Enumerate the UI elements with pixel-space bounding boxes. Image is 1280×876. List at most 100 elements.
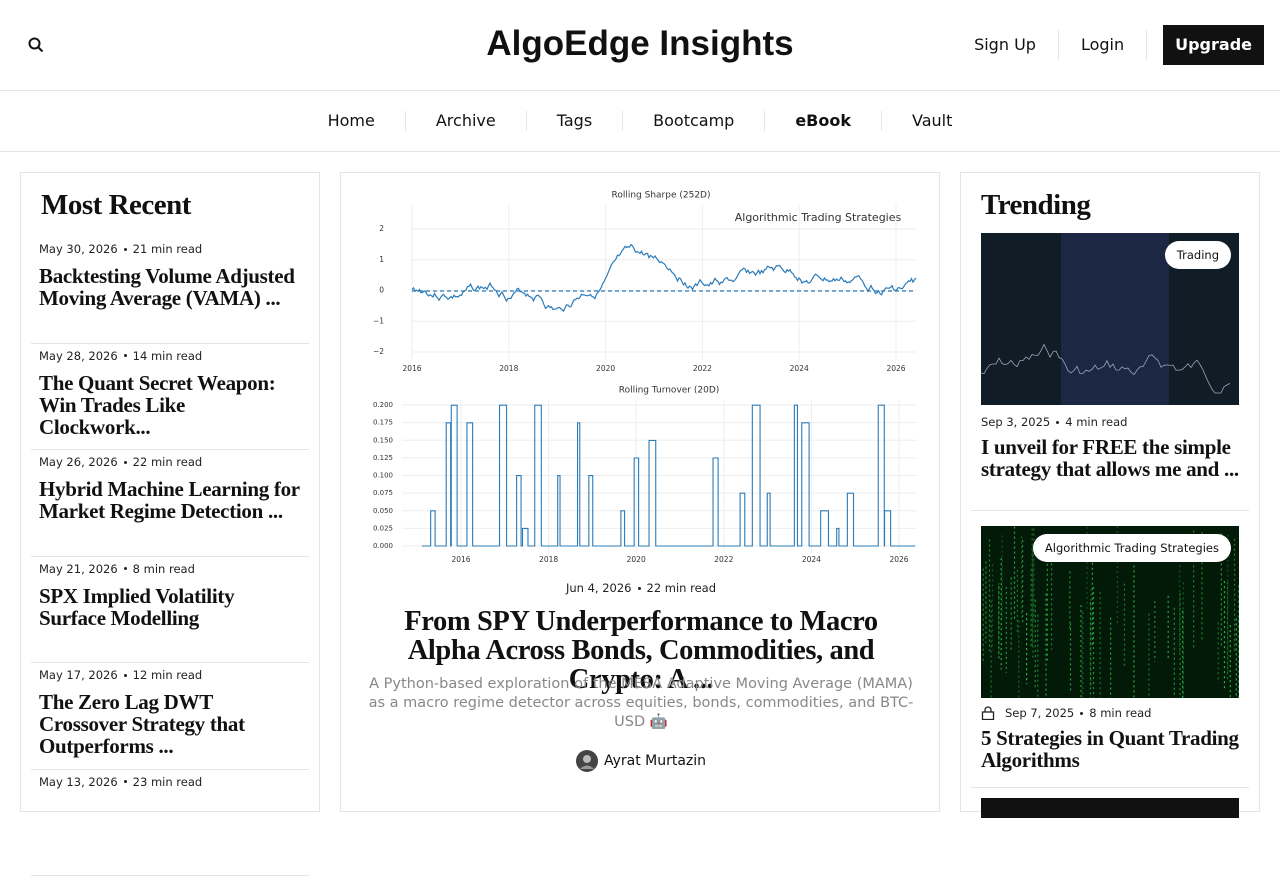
lock-icon [981, 706, 995, 720]
x-tick-label: 2024 [802, 555, 821, 564]
post-title[interactable]: Hybrid Machine Learning for Market Regim… [39, 478, 301, 522]
post-image[interactable]: Trading [981, 233, 1239, 405]
header-action[interactable]: Sign Up [952, 30, 1059, 60]
y-tick-label: 0.050 [373, 507, 393, 515]
separator [1080, 712, 1083, 715]
separator [638, 587, 641, 590]
post-date: Sep 3, 2025 [981, 415, 1050, 429]
post-title[interactable]: I unveil for FREE the simple strategy th… [981, 436, 1239, 480]
post-meta: May 13, 2026 23 min read [39, 775, 301, 789]
post-title[interactable]: The Zero Lag DWT Crossover Strategy that… [39, 691, 301, 757]
separator [124, 674, 127, 677]
separator [124, 567, 127, 570]
panel [1061, 233, 1169, 405]
nav-item[interactable]: Archive [406, 111, 527, 131]
read-time: 23 min read [133, 775, 203, 789]
y-tick-label: 0.125 [373, 454, 393, 462]
chart-title: Rolling Sharpe (252D) [611, 191, 710, 201]
author-name: Ayrat Murtazin [604, 753, 706, 769]
y-tick-label: 0.175 [373, 419, 393, 427]
y-tick-label: 0.025 [373, 524, 393, 532]
post-date: May 30, 2026 [39, 242, 118, 256]
post-meta: May 28, 2026 14 min read [39, 349, 301, 363]
nav-item[interactable]: eBook [765, 111, 882, 131]
x-tick-label: 2018 [539, 555, 558, 564]
nav-item[interactable]: Home [298, 111, 406, 131]
x-tick-label: 2024 [790, 364, 809, 373]
post-title[interactable]: SPX Implied Volatility Surface Modelling [39, 585, 301, 629]
post-item[interactable]: May 30, 2026 21 min read Backtesting Volum… [31, 237, 309, 344]
author-avatar [576, 750, 598, 772]
x-tick-label: 2016 [451, 555, 470, 564]
separator [124, 354, 127, 357]
x-tick-label: 2026 [889, 555, 908, 564]
x-tick-label: 2026 [886, 364, 905, 373]
header-action[interactable]: Login [1059, 30, 1147, 60]
post-date: Sep 7, 2025 [1005, 706, 1074, 720]
most-recent-card: Most Recent May 30, 2026 21 min read Backt… [20, 172, 320, 812]
x-tick-label: 2022 [693, 364, 712, 373]
post-tag[interactable]: Algorithmic Trading Strategies [1033, 534, 1231, 562]
post-item[interactable]: Algorithmic Trading Strategies Sep 7, 202… [971, 526, 1249, 788]
y-tick-label: 2 [379, 224, 384, 233]
section-title: Trending [961, 173, 1259, 233]
featured-card: Rolling Sharpe (252D)Algorithmic Trading… [340, 172, 940, 812]
nav-item[interactable]: Bootcamp [623, 111, 765, 131]
post-date: May 26, 2026 [39, 455, 118, 469]
post-date: May 17, 2026 [39, 668, 118, 682]
post-date: Jun 4, 2026 [566, 581, 632, 595]
y-tick-label: 1 [379, 255, 384, 264]
image-line [412, 245, 916, 312]
read-time: 22 min read [647, 581, 717, 595]
post-meta: May 30, 2026 21 min read [39, 242, 301, 256]
read-time: 14 min read [133, 349, 203, 363]
chart-title: Rolling Turnover (20D) [619, 386, 720, 396]
post-meta: May 17, 2026 12 min read [39, 668, 301, 682]
post-item[interactable]: May 17, 2026 12 min read The Zero Lag DWT … [31, 663, 309, 770]
page: AlgoEdge Insights {"header":{"title":"Al… [0, 0, 1280, 800]
read-time: 12 min read [133, 668, 203, 682]
featured-image[interactable]: Rolling Sharpe (252D)Algorithmic Trading… [360, 185, 922, 577]
author[interactable]: Ayrat Murtazin [341, 750, 941, 772]
post-meta: Sep 7, 2025 8 min read [981, 706, 1239, 720]
x-tick-label: 2020 [596, 364, 615, 373]
x-tick-label: 2020 [627, 555, 646, 564]
post-tag[interactable]: Trading [1165, 241, 1231, 269]
nav-item[interactable]: Vault [882, 111, 982, 131]
x-tick-label: 2022 [714, 555, 733, 564]
post-list: May 30, 2026 21 min read Backtesting Volum… [21, 237, 319, 876]
y-tick-label: −2 [373, 347, 384, 356]
post-title[interactable]: 5 Strategies in Quant Trading Algorithms [981, 727, 1239, 771]
post-item[interactable]: May 13, 2026 23 min read [31, 770, 309, 876]
x-tick-label: 2016 [402, 364, 421, 373]
post-image[interactable]: Algorithmic Trading Strategies [981, 526, 1239, 698]
read-time: 21 min read [133, 242, 203, 256]
post-image[interactable] [981, 798, 1239, 818]
post-title[interactable]: The Quant Secret Weapon: Win Trades Like… [39, 372, 301, 438]
nav-item[interactable]: Tags [527, 111, 623, 131]
post-item[interactable]: May 28, 2026 14 min read The Quant Secret … [31, 344, 309, 451]
post-date: May 28, 2026 [39, 349, 118, 363]
y-tick-label: 0.000 [373, 542, 393, 550]
header-action[interactable]: Upgrade [1163, 25, 1264, 65]
y-tick-label: 0.150 [373, 436, 393, 444]
post-title[interactable]: Backtesting Volume Adjusted Moving Avera… [39, 265, 301, 309]
y-tick-label: 0.075 [373, 489, 393, 497]
separator [124, 780, 127, 783]
x-tick-label: 2018 [499, 364, 518, 373]
section-title: Most Recent [21, 173, 319, 237]
separator [1056, 421, 1059, 424]
read-time: 8 min read [1089, 706, 1151, 720]
post-date: May 13, 2026 [39, 775, 118, 789]
y-tick-label: 0 [379, 286, 384, 295]
